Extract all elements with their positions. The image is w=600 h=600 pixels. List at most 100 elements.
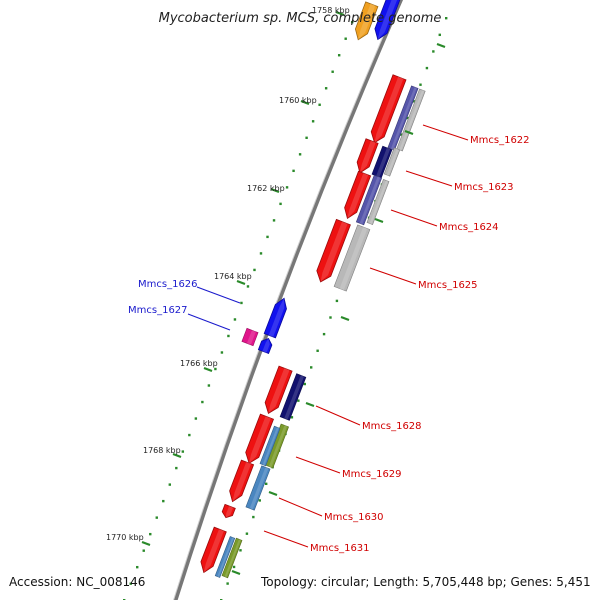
gene-label-mmcs-1623[interactable]: Mmcs_1623 [454, 182, 514, 193]
gene-label-mmcs-1629[interactable]: Mmcs_1629 [342, 469, 402, 480]
leader-line [390, 209, 438, 227]
gene-orange-top [354, 1, 379, 41]
tick-label-1770: 1770 kbp [106, 533, 144, 542]
major-tick [335, 10, 345, 17]
feature-magenta-1627 [241, 327, 259, 347]
gene-mmcs-1624 [344, 170, 372, 220]
feature-gray-1622 [396, 88, 426, 152]
major-tick [300, 99, 310, 106]
label-leaders [187, 124, 469, 548]
outer-guide-dot [240, 301, 243, 305]
outer-guide-dot [168, 483, 171, 486]
major-tick [270, 187, 280, 194]
inner-guide-dot [245, 532, 249, 535]
inner-guide-dot [329, 316, 332, 319]
gene-label-mmcs-1622[interactable]: Mmcs_1622 [470, 135, 530, 146]
feature-navy-1628-shine [284, 375, 304, 420]
gene-label-mmcs-1628[interactable]: Mmcs_1628 [362, 421, 422, 432]
feature-magenta-1627-shine [246, 330, 256, 345]
scale-ticks [141, 10, 446, 576]
major-tick [172, 452, 182, 459]
outer-guide-dot [311, 120, 315, 123]
gene-mmcs-1630-shine [232, 461, 252, 502]
outer-guide-dot [305, 136, 308, 139]
gene-mmcs-1629-shine [249, 416, 271, 464]
inner-tick [231, 569, 241, 576]
leader-line [295, 456, 341, 474]
outer-guide-dot [272, 219, 276, 222]
gene-mmcs-1631-shine [203, 529, 224, 573]
inner-guide-dot [425, 66, 429, 70]
gene-label-mmcs-1631[interactable]: Mmcs_1631 [310, 543, 370, 554]
outer-guide-dot [298, 153, 302, 156]
gene-mmcs-1627-shine [262, 338, 270, 353]
gene-label-mmcs-1625[interactable]: Mmcs_1625 [418, 280, 478, 291]
gene-mmcs-1630 [229, 459, 255, 503]
feature-gray-1623-shine [386, 148, 399, 176]
inner-guide-dot [400, 133, 403, 136]
feature-gray-1624 [366, 179, 390, 225]
accession-text: Accession: NC_008146 [9, 575, 145, 589]
gene-mmcs-1626 [263, 297, 287, 339]
gene-track [200, 0, 426, 579]
inner-tick [404, 129, 414, 136]
feature-gray-1625-shine [339, 226, 368, 291]
outer-guide-dot [292, 169, 295, 173]
feature-slate-1624-shine [359, 176, 381, 225]
inner-tick [436, 42, 446, 49]
gene-mmcs-1623 [356, 138, 379, 174]
feature-steel-1629-shine [262, 427, 279, 466]
gene-label-mmcs-1624[interactable]: Mmcs_1624 [439, 222, 499, 233]
outer-guide-dot [285, 186, 289, 189]
tick-label-1760: 1760 kbp [279, 96, 317, 105]
feature-steel-1629 [259, 425, 281, 467]
gene-mmcs-1629 [245, 413, 275, 464]
leader-line [263, 530, 309, 548]
major-tick [141, 540, 151, 547]
gene-label-mmcs-1627[interactable]: Mmcs_1627 [128, 305, 188, 316]
gene-label-mmcs-1630[interactable]: Mmcs_1630 [324, 512, 384, 523]
inner-tick [268, 490, 278, 497]
inner-guide-dot [406, 116, 409, 120]
inner-guide-dot [316, 349, 319, 352]
inner-tick [374, 217, 384, 224]
inner-tick [305, 401, 315, 408]
tick-label-1764: 1764 kbp [214, 272, 252, 281]
outer-guide-dot [149, 532, 152, 536]
outer-guide-dot [142, 549, 145, 552]
map-title: Mycobacterium sp. MCS, complete genome [159, 11, 442, 26]
inner-tick [340, 315, 350, 322]
outer-guide-dot [155, 516, 158, 519]
outer-guide-dot [266, 235, 269, 239]
gene-mmcs-1631 [200, 526, 227, 574]
inner-guide-dot [258, 499, 261, 502]
outer-guide-dot [246, 285, 250, 288]
feature-slate-1624 [355, 174, 383, 226]
leader-line [315, 405, 361, 426]
feature-gray-1623 [383, 147, 401, 177]
inner-guide-dot [252, 515, 255, 519]
leader-line [405, 170, 453, 187]
feature-steel-1630-shine [249, 467, 269, 510]
outer-guide-dot [129, 582, 132, 585]
outer-guide-dot [227, 334, 230, 338]
feature-navy-1628 [279, 373, 307, 421]
genome-backbone [173, 0, 404, 600]
gene-mmcs-1622 [370, 74, 407, 144]
feature-olive-1631 [221, 537, 243, 579]
gene-mmcs-1626-shine [268, 298, 285, 337]
backbone-highlight [173, 0, 400, 600]
inner-guide-dot [445, 17, 448, 20]
inner-guide-dot [265, 482, 268, 485]
feature-olive-1631-shine [224, 539, 241, 578]
feature-steel-1631-shine [217, 537, 234, 578]
inner-guide-dot [232, 565, 236, 569]
outer-guide-dot [279, 202, 282, 206]
outer-guide-dot [253, 268, 256, 272]
feature-gray-1622-shine [399, 90, 425, 151]
outer-guide-dot [162, 499, 165, 503]
gene-blue-top [374, 0, 401, 41]
gene-label-mmcs-1626[interactable]: Mmcs_1626 [138, 279, 198, 290]
gene-mmcs-1625-shine [320, 221, 348, 282]
